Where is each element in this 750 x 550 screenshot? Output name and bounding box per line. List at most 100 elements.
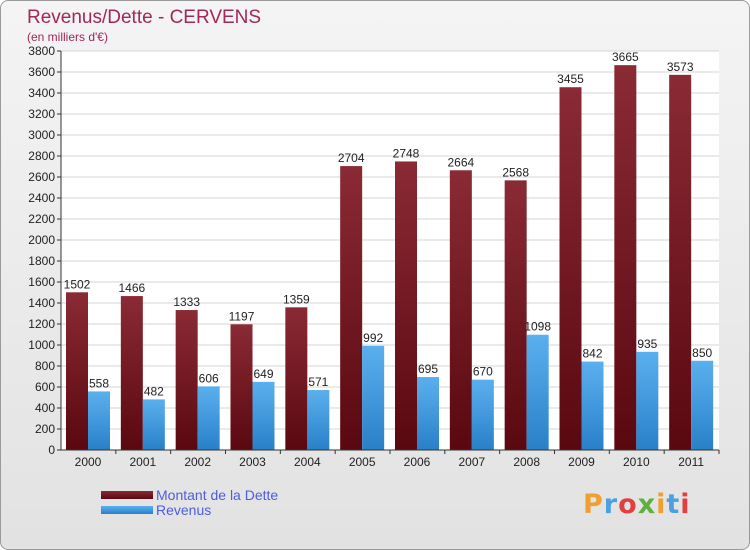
bar-revenus [307,390,330,450]
legend-swatch-revenus [101,505,153,514]
data-label-dette: 3455 [557,72,584,86]
x-tick-label: 2009 [568,455,595,469]
axes: 0 200 400 600 800 1000 1200 1400 1600 1800 2000 220… [28,44,720,469]
bar-dette [559,87,582,450]
bar-revenus [197,386,220,450]
data-label-dette: 1466 [118,281,145,295]
bar-dette [614,65,637,451]
bar-revenus [88,391,110,450]
y-tick-label: 3600 [28,65,55,79]
data-label-revenus: 1098 [524,320,551,334]
y-tick-label: 2200 [28,212,55,226]
bar-revenus [526,334,549,450]
data-label-dette: 3573 [667,60,694,74]
logo-letter: t [666,489,681,520]
logo-letter: i [680,489,691,520]
data-label-revenus: 670 [473,365,493,379]
x-tick-label: 2003 [239,455,266,469]
y-tick-label: 2000 [28,233,55,247]
x-tick-label: 2001 [129,455,156,469]
data-label-revenus: 482 [144,384,164,398]
y-tick-label: 1400 [28,296,55,310]
bar-revenus [636,351,659,450]
x-tick-label: 2011 [678,455,704,469]
bar-dette [230,324,253,450]
y-tick-label: 2800 [28,149,55,163]
data-label-revenus: 695 [418,362,438,376]
x-tick-label: 2010 [623,455,650,469]
x-tick-label: 2002 [184,455,211,469]
logo-letter: r [603,489,619,520]
logo-letter: P [583,489,604,520]
data-label-dette: 1359 [283,292,310,306]
data-label-dette: 2748 [393,146,420,160]
proxiti-logo: Proxiti [583,489,691,520]
chart-subtitle: (en milliers d'€) [27,30,108,44]
y-tick-label: 1200 [28,317,55,331]
legend-swatch-dette [101,490,153,499]
y-tick-label: 1000 [28,338,55,352]
y-tick-label: 2400 [28,191,55,205]
chart-title: Revenus/Dette - CERVENS [27,7,262,28]
data-label-revenus: 842 [582,347,602,361]
logo-letter: x [637,489,657,520]
legend-label-revenus: Revenus [156,501,212,518]
data-label-revenus: 558 [89,376,109,390]
bar-dette [120,296,143,450]
data-label-dette: 2568 [502,165,529,179]
data-label-dette: 1333 [173,295,200,309]
bar-revenus [142,399,165,450]
data-label-dette: 1502 [64,277,91,291]
data-label-revenus: 992 [363,331,383,345]
bar-dette [395,161,417,450]
legend-label-dette: Montant de la Dette [156,486,279,503]
bars [66,65,714,451]
bar-dette [175,310,198,450]
y-tick-label: 1800 [28,254,55,268]
bar-revenus [581,361,604,450]
legend: Montant de la Dette Revenus [101,486,279,518]
data-label-revenus: 935 [637,337,657,351]
y-tick-label: 3000 [28,128,55,142]
logo-letter: i [656,489,667,520]
bar-revenus [691,360,714,450]
data-label-revenus: 649 [253,367,273,381]
x-tick-label: 2006 [404,455,431,469]
x-tick-label: 2007 [458,455,485,469]
bar-revenus [362,345,385,450]
bar-dette [285,307,308,450]
y-tick-label: 3400 [28,86,55,100]
data-label-dette: 1197 [229,309,255,323]
data-label-dette: 2704 [338,151,365,165]
bar-dette [340,166,363,450]
bar-dette [66,292,88,450]
x-tick-label: 2004 [294,455,321,469]
y-tick-label: 800 [35,359,55,373]
legend-item-revenus: Revenus [101,501,278,518]
x-tick-label: 2008 [513,455,540,469]
data-labels: 1502 558 1466 482 1333 606 1197 649 1359 571 2704 9… [64,50,713,398]
bar-dette [504,180,527,451]
bar-revenus [417,377,439,450]
y-tick-label: 2600 [28,170,55,184]
data-label-revenus: 850 [692,346,712,360]
data-label-dette: 2664 [447,155,474,169]
y-tick-label: 600 [35,380,55,394]
logo-letter: o [618,489,638,520]
y-tick-label: 200 [35,422,55,436]
y-tick-label: 0 [48,443,55,457]
y-tick-label: 1600 [28,275,55,289]
grid-lines [61,50,719,451]
bar-revenus [252,381,275,450]
data-label-dette: 3665 [612,50,639,64]
y-tick-label: 3200 [28,107,55,121]
bar-dette [669,74,692,451]
data-label-revenus: 571 [308,375,328,389]
legend-item-dette: Montant de la Dette [101,486,279,503]
x-tick-label: 2005 [349,455,376,469]
x-tick-label: 2000 [75,455,102,469]
plot-area [61,51,719,450]
bar-dette [449,170,472,450]
